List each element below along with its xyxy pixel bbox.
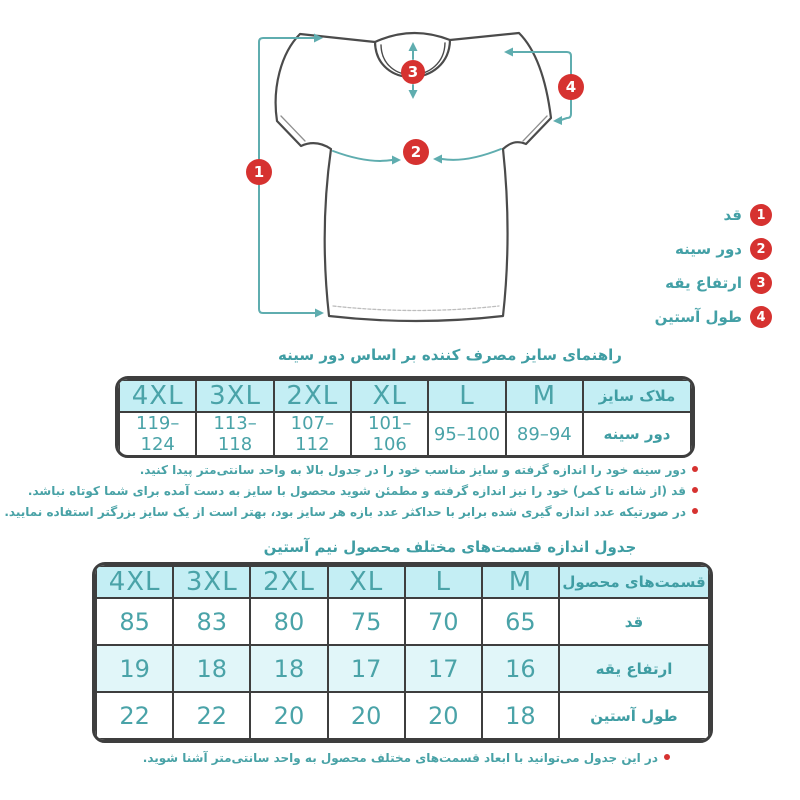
value-cell: 101–106 [350,411,430,455]
size-column-header: 4XL [95,565,175,599]
table-row: دور سینه 89–94 95–100 101–106 107–112 113–118… [118,411,692,455]
value-cell: 16 [480,644,561,693]
row-label-cell: ارتفاع یقه [558,644,710,693]
marker-4-badge [558,74,584,100]
measurement-arrowheads [314,33,562,318]
table-row: ارتفاع یقه 16 17 17 18 18 19 [95,644,710,693]
tshirt-outline [274,31,553,323]
size-column-header: XL [326,565,406,599]
size-column-header: 2XL [249,565,329,599]
value-cell: 17 [403,644,483,693]
value-cell: 17 [326,644,406,693]
value-cell: 18 [172,644,252,693]
value-cell: 75 [326,597,406,646]
measure-line-chest-right [441,148,502,161]
marker-4-number: 4 [566,78,576,96]
size-column-header: XL [350,379,430,413]
value-cell: 119–124 [118,411,198,455]
legend-item-2: 2 دور سینه [655,238,772,260]
parts-table-note: در این جدول می‌توانید با ابعاد قسمت‌های … [143,747,670,768]
legend-number-badge: 3 [750,272,772,294]
size-guide-title: راهنمای سایز مصرف کننده بر اساس دور سینه [278,346,622,364]
note-bullet-dot [692,466,698,472]
legend-label: قد [723,206,743,224]
marker-badges: 1 2 3 4 [246,60,584,185]
parts-table-title: جدول اندازه قسمت‌های مختلف محصول نیم آست… [263,538,637,556]
marker-legend: 1 قد 2 دور سینه 3 ارتفاع یقه 4 طول آستین [655,204,772,328]
note-text: دور سینه خود را اندازه گرفته و سایز مناس… [139,463,686,477]
tshirt-diagram: 1 2 3 4 [246,31,584,323]
value-cell: 85 [95,597,175,646]
legend-number-badge: 2 [750,238,772,260]
table-label-header: ملاک سایز [582,379,692,413]
marker-3-number: 3 [408,63,418,81]
value-cell: 70 [403,597,483,646]
size-column-header: 3XL [172,565,252,599]
value-cell: 80 [249,597,329,646]
note-text: در این جدول می‌توانید با ابعاد قسمت‌های … [142,751,658,765]
value-cell: 19 [95,644,175,693]
legend-label: ارتفاع یقه [665,274,742,292]
value-cell: 89–94 [504,411,585,455]
table-label-header: قسمت‌های محصول [558,565,710,599]
size-column-header: 2XL [272,379,353,413]
legend-item-4: 4 طول آستین [655,306,772,328]
size-column-header: L [403,565,483,599]
note-line: در صورتیکه عدد اندازه گیری شده برابر با … [4,501,698,522]
legend-label: طول آستین [654,308,742,326]
note-text: قد (از شانه تا کمر) خود را نیز اندازه گر… [27,484,686,498]
note-bullet-dot [692,508,698,514]
size-column-header: 3XL [195,379,275,413]
size-column-header: L [427,379,507,413]
note-bullet-dot [692,487,698,493]
size-guide-table-frame: ملاک سایز M L XL 2XL 3XL 4XL دور سینه 89–94 95–10… [115,376,695,458]
size-guide-notes: دور سینه خود را اندازه گرفته و سایز مناس… [4,459,698,522]
size-column-header: M [480,565,561,599]
marker-1-number: 1 [254,163,264,181]
size-column-header: M [504,379,585,413]
size-guide-table: ملاک سایز M L XL 2XL 3XL 4XL دور سینه 89–94 95–10… [118,379,692,455]
table-row: طول آستین 18 20 20 20 22 22 [95,691,710,740]
row-label-cell: قد [558,597,710,646]
value-cell: 20 [249,691,329,740]
value-cell: 95–100 [427,411,507,455]
value-cell: 20 [403,691,483,740]
legend-item-3: 3 ارتفاع یقه [655,272,772,294]
note-line: در این جدول می‌توانید با ابعاد قسمت‌های … [143,747,670,768]
note-line: دور سینه خود را اندازه گرفته و سایز مناس… [4,459,698,480]
marker-1-badge [246,159,272,185]
note-line: قد (از شانه تا کمر) خود را نیز اندازه گر… [4,480,698,501]
marker-2-number: 2 [411,143,421,161]
size-column-header: 4XL [118,379,198,413]
parts-table: قسمت‌های محصول M L XL 2XL 3XL 4XL قد 65 70 75 80 83 8… [95,565,710,740]
note-text: در صورتیکه عدد اندازه گیری شده برابر با … [4,505,686,519]
note-bullet-dot [664,754,670,760]
value-cell: 107–112 [272,411,353,455]
parts-table-frame: قسمت‌های محصول M L XL 2XL 3XL 4XL قد 65 70 75 80 83 8… [92,562,713,743]
marker-2-badge [403,139,429,165]
value-cell: 83 [172,597,252,646]
legend-item-1: 1 قد [655,204,772,226]
value-cell: 22 [172,691,252,740]
marker-3-badge [401,60,425,84]
value-cell: 22 [95,691,175,740]
legend-number-badge: 1 [750,204,772,226]
row-label-cell: دور سینه [582,411,692,455]
value-cell: 18 [249,644,329,693]
value-cell: 113–118 [195,411,275,455]
measure-line-chest-left [332,150,393,162]
value-cell: 65 [480,597,561,646]
value-cell: 20 [326,691,406,740]
table-row: قد 65 70 75 80 83 85 [95,597,710,646]
row-label-cell: طول آستین [558,691,710,740]
value-cell: 18 [480,691,561,740]
legend-number-badge: 4 [750,306,772,328]
legend-label: دور سینه [675,240,742,258]
